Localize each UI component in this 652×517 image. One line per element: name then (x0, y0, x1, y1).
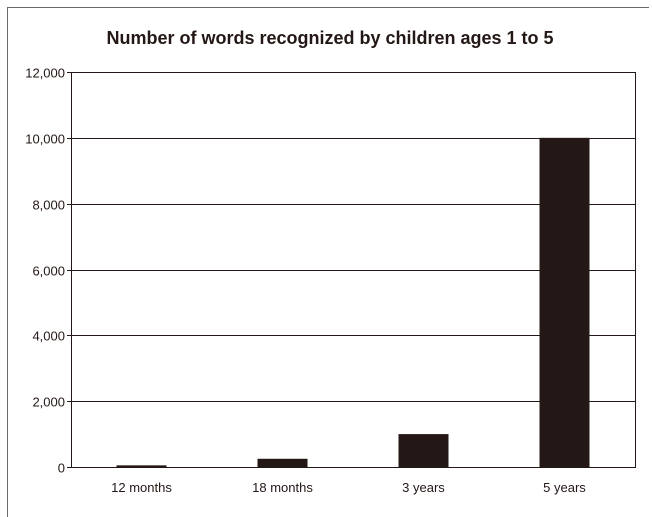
x-tick-label: 12 months (111, 480, 172, 495)
bar-5-years (539, 137, 590, 468)
bar-18-months (257, 458, 308, 467)
y-tick-label: 12,000 (25, 66, 65, 81)
x-tick-label: 5 years (543, 480, 586, 495)
chart-title: Number of words recognized by children a… (106, 28, 554, 48)
bar-3-years (398, 434, 449, 467)
y-tick-label: 6,000 (32, 264, 65, 279)
plot-area-border (71, 72, 636, 468)
y-tick-label: 2,000 (32, 395, 65, 410)
axes (67, 72, 636, 468)
chart-frame (7, 7, 649, 517)
bars (116, 137, 590, 468)
x-tick-label: 3 years (402, 480, 445, 495)
y-tick-label: 0 (58, 461, 65, 476)
y-tick-labels: 0 2,000 4,000 6,000 8,000 10,000 12,000 (25, 66, 65, 476)
bar-12-months (116, 465, 167, 467)
x-tick-labels: 12 months 18 months 3 years 5 years (111, 480, 586, 495)
x-tick-label: 18 months (252, 480, 313, 495)
y-tick-label: 4,000 (32, 329, 65, 344)
y-tick-label: 8,000 (32, 198, 65, 213)
y-tick-label: 10,000 (25, 132, 65, 147)
